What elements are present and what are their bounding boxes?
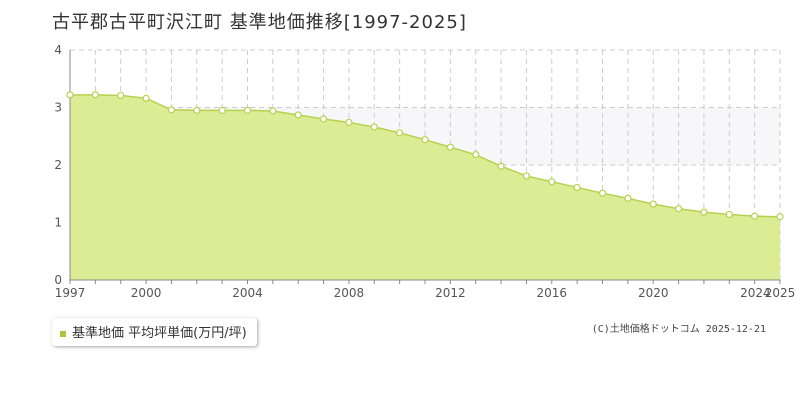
data-point <box>776 213 784 221</box>
y-tick-label: 2 <box>54 158 62 172</box>
data-point <box>674 205 683 213</box>
data-point <box>396 129 404 137</box>
data-point <box>142 94 150 102</box>
data-point <box>91 91 99 99</box>
x-tick-label: 2020 <box>638 286 669 300</box>
y-tick-label: 4 <box>54 43 62 57</box>
data-point <box>66 91 74 99</box>
x-tick-label: 2000 <box>131 286 162 300</box>
chart-legend: 基準地価 平均坪単価(万円/坪) <box>52 318 257 346</box>
x-tick-label: 2004 <box>232 286 263 300</box>
y-tick-label: 0 <box>54 273 62 287</box>
data-point <box>294 111 302 119</box>
data-point <box>193 106 201 114</box>
data-point <box>345 118 353 127</box>
data-point <box>624 194 632 202</box>
x-tick-label: 2025 <box>765 286 796 300</box>
data-point <box>319 115 328 123</box>
data-point <box>649 200 657 208</box>
credit-date: 2025-12-21 <box>705 324 766 335</box>
data-point <box>548 178 556 186</box>
x-tick-label: 2016 <box>537 286 568 300</box>
y-tick-label: 1 <box>54 216 62 230</box>
data-point <box>700 208 708 216</box>
data-point <box>472 151 480 159</box>
data-point <box>751 212 759 220</box>
data-point <box>497 162 505 170</box>
data-point <box>421 136 429 144</box>
credit-source: (C)土地価格ドットコム <box>591 324 700 335</box>
legend-swatch-icon <box>60 330 66 337</box>
x-tick-label: 2024 <box>740 286 771 300</box>
series-area <box>70 94 780 280</box>
legend-label: 基準地価 平均坪単価(万円/坪) <box>72 326 247 341</box>
y-tick-label: 3 <box>54 101 62 115</box>
credit-text: (C)土地価格ドットコム 2025-12-21 <box>586 320 766 335</box>
x-tick-label: 2012 <box>435 286 466 300</box>
data-point <box>522 172 531 180</box>
x-tick-label: 1997 <box>55 286 86 300</box>
data-point <box>446 143 454 151</box>
data-point <box>117 91 125 100</box>
data-point <box>269 107 277 115</box>
page-title: 古平郡古平町沢江町 基準地価推移[1997-2025] <box>52 12 467 33</box>
data-point <box>725 210 733 219</box>
x-tick-label: 2008 <box>334 286 365 300</box>
data-point <box>243 106 252 114</box>
data-point <box>218 106 226 114</box>
data-point <box>573 183 581 192</box>
data-point <box>370 123 378 131</box>
data-point <box>598 189 607 197</box>
data-point <box>167 106 176 114</box>
plot-area: 0 1 2 3 4 1997 2000 2004 2008 2012 2016 2020 2024202… <box>54 43 795 300</box>
